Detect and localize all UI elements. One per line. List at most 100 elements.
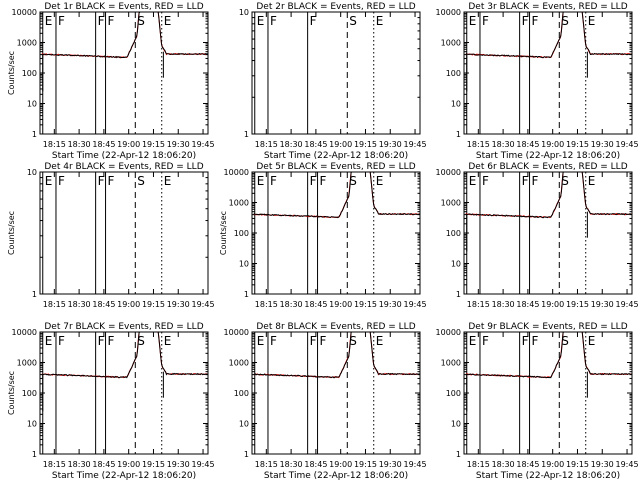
x-tick-label: 19:00 [541,140,564,149]
x-tick-label: 19:00 [329,140,352,149]
marker-label: F [532,334,539,348]
marker-label: F [482,174,489,188]
marker-label: F [98,334,105,348]
x-tick-label: 19:30 [379,300,402,309]
series-red-line [41,332,208,379]
x-tick-label: 19:30 [591,300,614,309]
x-tick-label: 19:15 [142,140,165,149]
y-axis-label: Counts/sec [219,211,228,255]
y-tick-label: 1000 [17,39,37,48]
marker-label: F [270,334,277,348]
marker-label: F [310,14,317,28]
x-tick-label: 19:45 [616,300,639,309]
marker-label: F [270,14,277,28]
marker-label: F [522,14,529,28]
x-axis-label: Start Time (22-Apr-12 18:06:20) [476,151,620,161]
chart-title: Det 8r BLACK = Events, RED = LLD [256,322,415,332]
y-tick-label: 100 [234,229,249,238]
x-tick-label: 18:45 [516,140,539,149]
x-tick-label: 19:15 [354,140,377,149]
y-tick-label: 1000 [229,199,249,208]
y-tick-label: 10000 [436,328,461,337]
y-tick-label: 1 [456,450,461,459]
axes-frame [39,331,209,455]
marker-label: E [376,334,384,348]
x-tick-label: 18:15 [43,460,66,469]
marker-label: F [58,14,65,28]
series-black-line [465,332,632,379]
marker-label: F [482,14,489,28]
marker-label: S [137,334,145,348]
marker-label: F [522,334,529,348]
y-tick-label: 1 [244,290,249,299]
y-tick-label: 10 [239,8,249,17]
y-tick-label: 1000 [441,359,461,368]
marker-label: S [349,14,357,28]
marker-label: E [588,14,596,28]
marker-label: F [482,334,489,348]
y-axis-label: Counts/sec [7,371,16,415]
marker-label: E [469,334,477,348]
x-tick-label: 18:30 [280,300,303,309]
y-tick-label: 1 [244,450,249,459]
plot-area [253,332,420,454]
x-tick-label: 18:45 [304,300,327,309]
axes-frame [463,11,633,135]
marker-label: F [58,334,65,348]
marker-label: S [137,14,145,28]
y-tick-label: 10000 [436,8,461,17]
marker-label: F [532,174,539,188]
y-tick-label: 1 [456,130,461,139]
x-tick-label: 18:45 [304,460,327,469]
plot-area [254,12,375,134]
y-tick-label: 1 [32,130,37,139]
axes-frame [251,331,421,455]
x-tick-label: 18:30 [68,300,91,309]
x-tick-label: 18:30 [68,140,91,149]
marker-label: E [45,174,53,188]
y-tick-label: 10000 [12,8,37,17]
y-tick-label: 1 [32,290,37,299]
y-tick-label: 10 [451,420,461,429]
y-tick-label: 100 [22,389,37,398]
y-tick-label: 1000 [441,199,461,208]
chart-title: Det 5r BLACK = Events, RED = LLD [256,162,415,172]
x-tick-label: 18:15 [255,140,278,149]
x-tick-label: 18:30 [492,300,515,309]
marker-label: F [522,174,529,188]
chart-title: Det 2r BLACK = Events, RED = LLD [256,2,415,12]
series-black-line [465,12,632,59]
x-axis-label: Start Time (22-Apr-12 18:06:20) [264,471,408,480]
x-tick-label: 18:15 [467,300,490,309]
marker-label: E [164,334,172,348]
y-tick-label: 100 [234,389,249,398]
series-black-line [41,12,208,59]
marker-label: F [98,174,105,188]
x-tick-label: 19:45 [404,300,427,309]
axes-frame [251,11,421,135]
y-tick-label: 1000 [229,359,249,368]
x-tick-label: 18:30 [492,460,515,469]
y-axis-label: Counts/sec [7,211,16,255]
marker-label: F [310,334,317,348]
marker-label: E [469,174,477,188]
y-tick-label: 10 [27,168,37,177]
y-tick-label: 10 [239,420,249,429]
y-tick-label: 100 [446,389,461,398]
marker-label: F [108,334,115,348]
axes-frame [463,331,633,455]
marker-label: F [98,14,105,28]
marker-label: F [310,174,317,188]
y-tick-label: 10000 [224,168,249,177]
x-tick-label: 18:15 [467,140,490,149]
x-tick-label: 18:45 [92,140,115,149]
x-tick-label: 19:45 [404,140,427,149]
y-tick-label: 1 [244,130,249,139]
